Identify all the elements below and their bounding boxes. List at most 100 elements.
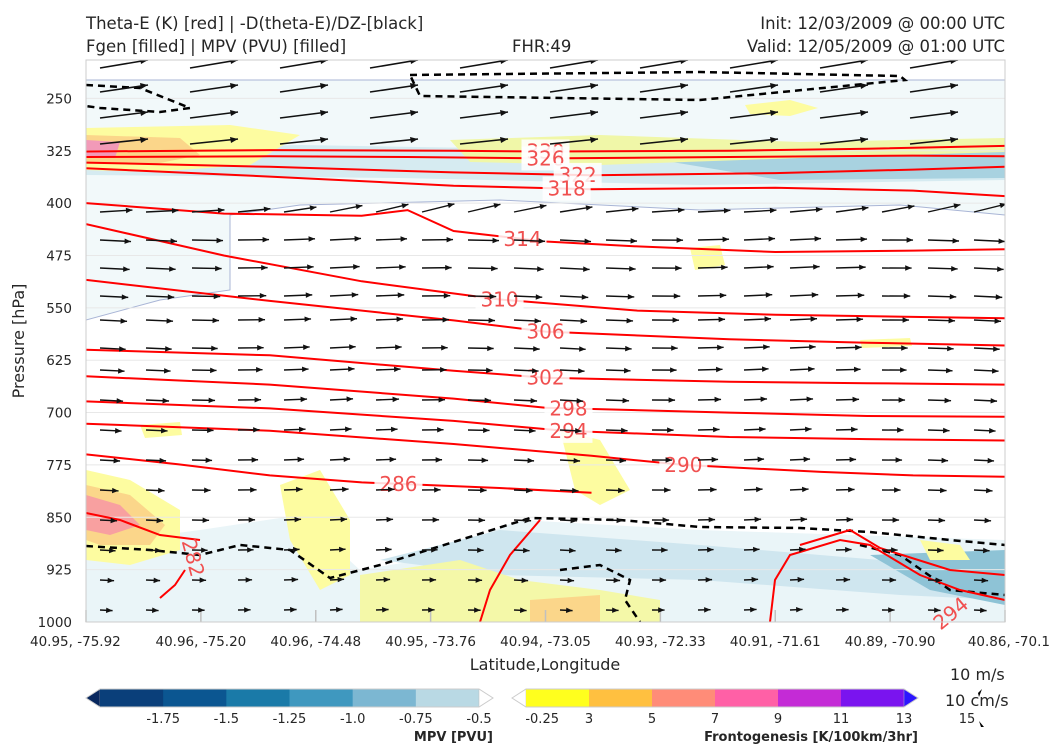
colorbar-tick-label: 7: [711, 712, 719, 727]
wind-vector-jet: [189, 60, 239, 69]
wind-vector-head: [113, 458, 121, 464]
wind-vector-head: [210, 367, 217, 374]
wind-vector-jet-head: [410, 83, 418, 89]
wind-vector-head: [400, 236, 408, 242]
wind-vector-head: [711, 456, 719, 463]
wind-vector-jet: [99, 84, 149, 93]
wind-vector-head: [429, 577, 437, 583]
wind-vector-head: [428, 607, 435, 613]
wind-vector-jet-head: [140, 83, 148, 89]
fgen-fill-16: [920, 540, 970, 560]
wind-vector-head: [892, 517, 900, 523]
wind-vector-head: [527, 457, 535, 464]
wind-vector-head: [625, 345, 632, 352]
wind-vector-jet-head: [230, 83, 238, 89]
wind-vector-jet-head: [860, 110, 868, 116]
wind-vector-head: [349, 344, 356, 350]
wind-vector-jet-head: [590, 60, 598, 64]
wind-vector-head: [261, 265, 268, 271]
wind-vector-jet-head: [410, 137, 418, 143]
y-tick-label: 700: [46, 406, 72, 422]
wind-vector-head: [814, 236, 822, 242]
wind-vector-jet: [549, 111, 599, 119]
wind-vector-head: [259, 293, 267, 299]
wind-vector-jet-head: [320, 137, 328, 143]
wind-vector-jet: [189, 138, 239, 145]
wind-vector-head: [110, 517, 118, 524]
wind-vector-head: [719, 292, 727, 299]
wind-vector-head: [757, 456, 765, 463]
wind-vector-jet: [459, 111, 509, 119]
wind-vector-jet-head: [950, 60, 958, 64]
wind-vector-head: [992, 368, 999, 374]
wind-vector-head: [158, 487, 165, 494]
wind-vector-head: [166, 318, 174, 324]
theta-e-label-bg: [475, 287, 524, 312]
wind-vector-head: [848, 486, 855, 493]
colorbar-extension-low: [511, 688, 527, 708]
wind-vector-head: [901, 345, 908, 351]
wind-vector-head: [293, 546, 300, 553]
wind-vector-head: [202, 517, 210, 523]
wind-vector-head: [207, 427, 214, 433]
wind-vector-head: [750, 607, 757, 613]
wind-vector-head: [762, 366, 769, 372]
wind-reference-arrow-v: [979, 721, 984, 727]
wind-vector-head: [676, 237, 684, 243]
colorbar-segment: [715, 689, 779, 707]
colorbar-tick-label: -1.75: [146, 712, 180, 727]
wind-vector-head: [339, 546, 346, 553]
wind-vector-jet-head: [500, 60, 508, 64]
wind-vector-jet: [279, 138, 329, 145]
wind-vector-head: [488, 317, 496, 324]
wind-vector-head: [211, 345, 218, 352]
wind-vector-jet-head: [860, 137, 868, 143]
y-tick-label: 400: [46, 196, 72, 212]
wind-vector-head: [434, 487, 441, 493]
x-tick-label: 40.93, -72.33: [615, 634, 706, 650]
wind-vector-jet-head: [320, 60, 328, 64]
colorbar-segment: [652, 689, 716, 707]
wind-vector-jet: [99, 60, 149, 69]
wind-vector-head: [478, 517, 486, 523]
wind-vector-jet-head: [230, 110, 238, 116]
colorbar-tick-label: 13: [896, 712, 913, 727]
wind-vector-head: [811, 292, 819, 298]
wind-vector-head: [290, 607, 297, 613]
wind-vector-jet-head: [320, 83, 328, 89]
wind-vector-head: [754, 516, 762, 523]
wind-vector-head: [305, 292, 313, 298]
wind-vector-head: [483, 427, 490, 433]
wind-vector-head: [987, 457, 995, 464]
wind-vector-head: [532, 368, 539, 374]
wind-vector-head: [538, 238, 546, 244]
wind-vector-jet-head: [140, 60, 148, 64]
wind-vector-head: [309, 205, 317, 211]
wind-vector-head: [990, 398, 998, 404]
dz-contour-top-left: [86, 83, 195, 114]
wind-vector-head: [627, 294, 635, 300]
wind-vector-jet: [369, 111, 419, 119]
wind-vector-head: [664, 487, 671, 493]
y-tick-label: 850: [46, 510, 72, 526]
wind-vector-head: [125, 207, 133, 214]
wind-vector-jet-head: [860, 60, 868, 64]
wind-vector-head: [580, 318, 588, 324]
fgen-fill-12: [530, 595, 600, 622]
wind-vector-jet-head: [590, 83, 598, 89]
wind-vector-head: [938, 517, 946, 524]
wind-vector-head: [245, 577, 253, 583]
wind-vector-head: [851, 426, 858, 433]
theta-e-label-290: 290: [664, 453, 702, 477]
wind-vector-head: [446, 237, 454, 243]
wind-vector-head: [447, 202, 455, 209]
wind-vector-jet: [189, 111, 239, 119]
y-tick-label: 1000: [38, 615, 72, 631]
theta-e-label-bg: [498, 226, 547, 251]
wind-vector-jet-head: [950, 137, 958, 143]
wind-vector-head: [581, 294, 589, 300]
wind-vector-head: [665, 457, 673, 463]
wind-vector-head: [856, 316, 864, 323]
colorbar-outline: [511, 688, 919, 708]
valid-time: Valid: 12/05/2009 @ 01:00 UTC: [746, 37, 1005, 56]
